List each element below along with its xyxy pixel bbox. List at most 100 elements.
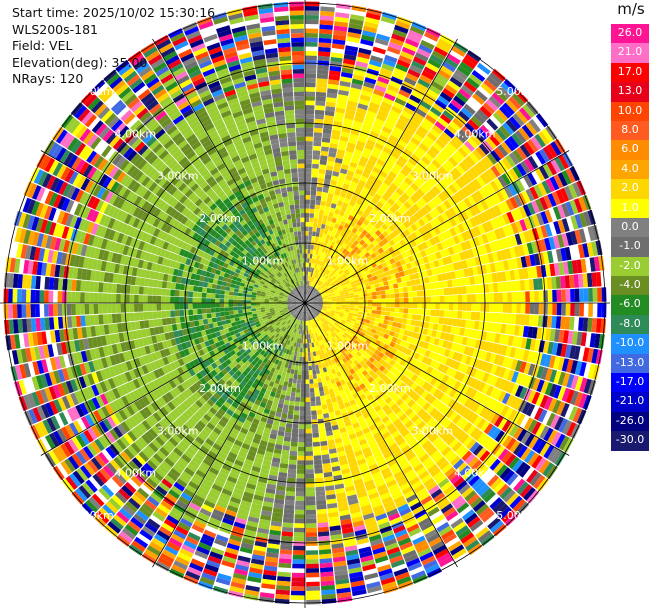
velocity-gate <box>552 235 561 249</box>
velocity-gate <box>366 204 374 212</box>
velocity-gate <box>483 341 490 352</box>
velocity-gate <box>305 460 314 465</box>
velocity-gate <box>497 202 507 215</box>
velocity-gate <box>428 275 434 283</box>
velocity-gate <box>365 261 372 267</box>
velocity-gate <box>310 286 314 291</box>
velocity-gate <box>589 257 596 272</box>
velocity-gate <box>501 237 510 249</box>
velocity-gate <box>378 282 385 287</box>
velocity-gate <box>525 338 532 350</box>
velocity-gate <box>520 256 528 268</box>
velocity-gate <box>324 275 329 280</box>
velocity-gate <box>311 258 315 264</box>
velocity-gate <box>314 114 324 120</box>
velocity-gate <box>416 251 423 259</box>
velocity-gate <box>496 190 505 203</box>
velocity-gate <box>309 253 313 259</box>
velocity-gate <box>373 89 385 97</box>
velocity-gate <box>371 226 378 233</box>
velocity-gate <box>319 270 323 276</box>
velocity-gate <box>388 170 397 179</box>
velocity-gate <box>322 306 327 309</box>
velocity-gate <box>327 297 332 300</box>
velocity-gate <box>315 284 320 289</box>
velocity-gate <box>292 423 299 429</box>
velocity-gate <box>305 294 307 299</box>
velocity-gate <box>503 78 518 93</box>
velocity-gate <box>372 166 381 175</box>
velocity-gate <box>405 209 413 218</box>
velocity-gate <box>362 85 374 93</box>
velocity-gate <box>429 282 435 290</box>
velocity-gate <box>305 253 308 259</box>
velocity-gate <box>384 201 392 209</box>
velocity-gate <box>441 273 448 281</box>
velocity-gate <box>305 249 308 254</box>
velocity-gate <box>305 303 310 304</box>
velocity-gate <box>305 401 311 407</box>
velocity-gate <box>536 265 543 278</box>
velocity-gate <box>471 303 476 312</box>
velocity-gate <box>452 287 458 295</box>
velocity-gate <box>309 302 314 303</box>
velocity-gate <box>505 346 512 357</box>
velocity-gate <box>324 289 329 293</box>
velocity-gate <box>390 298 395 303</box>
velocity-gate <box>493 147 505 160</box>
velocity-gate <box>533 315 539 327</box>
velocity-gate <box>298 437 305 443</box>
velocity-gate <box>353 172 362 180</box>
velocity-gate <box>332 34 347 41</box>
velocity-gate <box>406 226 415 234</box>
velocity-gate <box>299 419 305 425</box>
velocity-gate <box>314 468 323 474</box>
velocity-gate <box>457 189 467 200</box>
velocity-gate <box>377 109 389 118</box>
velocity-gate <box>432 274 439 282</box>
velocity-gate <box>506 211 515 224</box>
velocity-gate <box>306 586 321 591</box>
velocity-gate <box>316 245 320 251</box>
velocity-gate <box>377 247 384 254</box>
velocity-gate <box>356 263 362 269</box>
velocity-gate <box>525 303 530 314</box>
velocity-gate <box>282 526 294 533</box>
velocity-gate <box>315 495 326 501</box>
velocity-gate <box>316 274 320 279</box>
velocity-gate <box>340 71 353 79</box>
velocity-gate <box>313 446 321 452</box>
velocity-gate <box>339 312 345 316</box>
velocity-gate <box>311 172 319 178</box>
velocity-gate <box>415 129 426 139</box>
velocity-gate <box>455 164 466 175</box>
velocity-gate <box>317 295 322 299</box>
velocity-gate <box>309 271 312 277</box>
velocity-gate <box>464 53 479 66</box>
velocity-gate <box>460 107 473 119</box>
velocity-gate <box>397 317 403 324</box>
velocity-gate <box>435 251 442 260</box>
velocity-gate <box>570 288 575 302</box>
velocity-gate <box>296 388 301 393</box>
velocity-gate <box>538 303 544 315</box>
velocity-gate <box>573 274 580 288</box>
velocity-gate <box>295 496 305 501</box>
velocity-gate <box>440 65 454 76</box>
velocity-gate <box>333 271 339 276</box>
velocity-gate <box>403 292 409 298</box>
velocity-gate <box>537 315 544 327</box>
velocity-gate <box>321 256 325 262</box>
velocity-gate <box>445 272 452 280</box>
velocity-gate <box>344 256 350 262</box>
velocity-gate <box>376 201 384 209</box>
velocity-gate <box>435 295 440 303</box>
velocity-gate <box>370 150 380 159</box>
velocity-gate <box>402 313 408 319</box>
velocity-gate <box>307 347 311 353</box>
velocity-gate <box>479 284 485 294</box>
velocity-gate <box>317 64 329 71</box>
velocity-gate <box>416 209 425 218</box>
velocity-gate <box>328 211 334 218</box>
velocity-gate <box>379 315 385 320</box>
